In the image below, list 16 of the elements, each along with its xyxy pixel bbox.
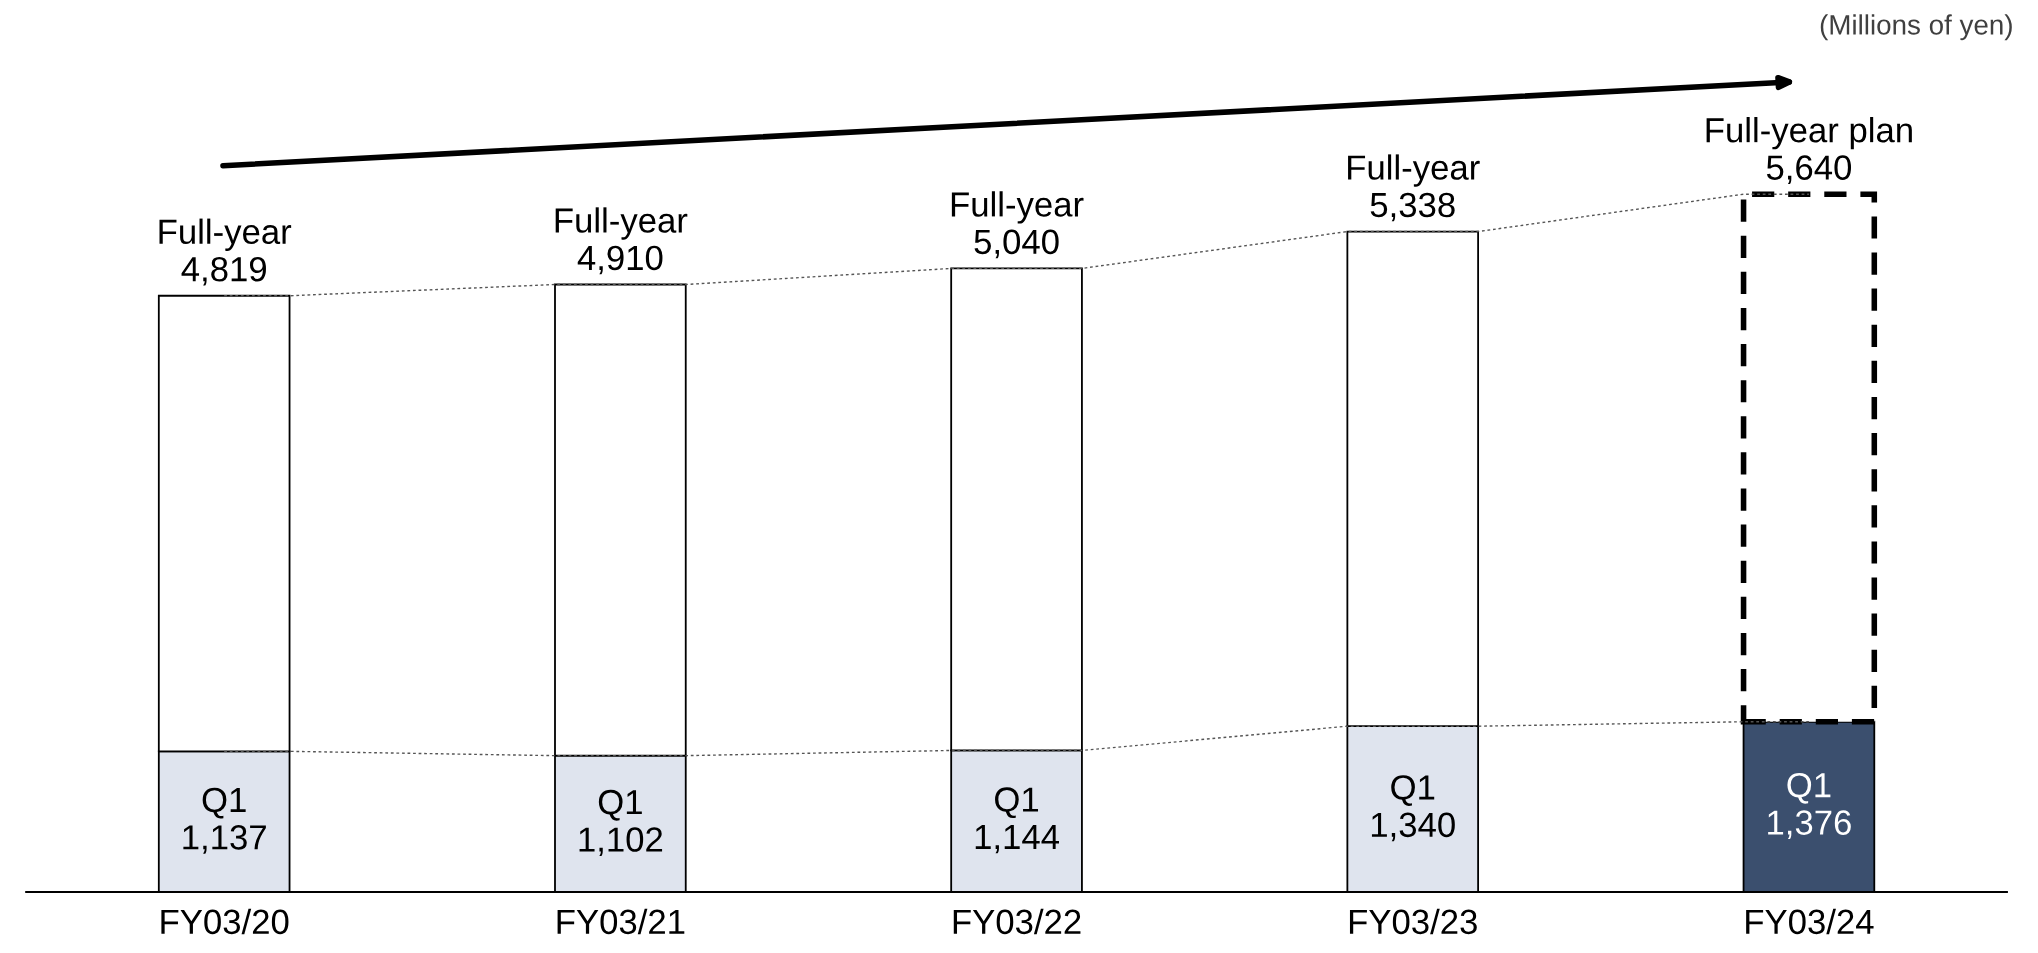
data-label: Q1 1,340 (1371, 775, 1455, 842)
total-label: Full-year 5,338 (1348, 154, 1480, 222)
total-label: Full-year 4,910 (555, 207, 688, 275)
x-tick-label: FY03/23 (1349, 908, 1477, 935)
total-label: Full-year 5,040 (951, 191, 1084, 259)
total-label: Full-year 4,819 (159, 218, 292, 286)
total-label: Full-year plan 5,640 (1706, 117, 1912, 185)
data-label: Q1 1,102 (579, 789, 663, 856)
annotation: (Millions of yen) (1820, 14, 2012, 41)
x-tick-label: FY03/24 (1746, 908, 1874, 935)
x-tick-label: FY03/20 (161, 908, 289, 935)
data-label: Q1 1,137 (183, 787, 266, 854)
data-label: Q1 1,376 (1768, 772, 1851, 840)
data-label: Q1 1,144 (975, 787, 1059, 854)
x-tick-label: FY03/22 (953, 908, 1081, 935)
x-tick-label: FY03/21 (557, 908, 685, 935)
